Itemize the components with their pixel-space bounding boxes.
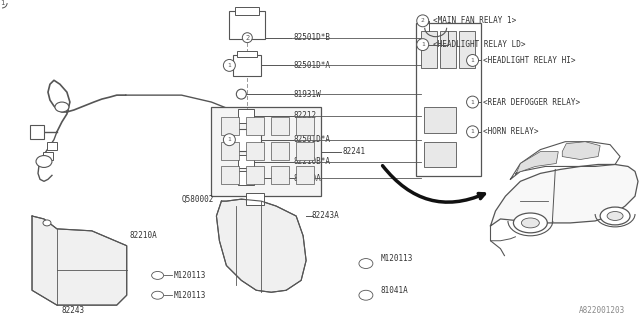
Bar: [229, 11, 265, 39]
Circle shape: [467, 54, 479, 67]
Text: 82501D*A: 82501D*A: [293, 61, 330, 70]
Text: 1: 1: [227, 137, 231, 142]
Ellipse shape: [152, 271, 164, 279]
Ellipse shape: [43, 220, 51, 226]
Text: <MAIN FAN RELAY 1>: <MAIN FAN RELAY 1>: [433, 16, 516, 25]
Bar: [43, 152, 53, 159]
Bar: [221, 117, 239, 135]
Bar: [246, 142, 264, 159]
Bar: [238, 155, 254, 168]
Text: 82501D*A: 82501D*A: [293, 135, 330, 144]
Text: 82210B*A: 82210B*A: [293, 157, 330, 166]
Bar: [296, 117, 314, 135]
Bar: [234, 129, 261, 151]
Circle shape: [223, 134, 236, 146]
Text: 1: 1: [470, 129, 474, 134]
Ellipse shape: [36, 156, 52, 167]
Bar: [221, 166, 239, 184]
Text: 1: 1: [0, 0, 4, 6]
Ellipse shape: [359, 290, 373, 300]
Text: <HORN RELAY>: <HORN RELAY>: [483, 127, 538, 136]
Text: 82212: 82212: [293, 111, 316, 120]
Text: <HEADLIGHT RELAY LD>: <HEADLIGHT RELAY LD>: [433, 40, 525, 49]
Bar: [459, 31, 474, 68]
Bar: [30, 125, 44, 139]
Text: 82243: 82243: [62, 306, 85, 315]
Ellipse shape: [359, 259, 373, 268]
Ellipse shape: [55, 102, 69, 112]
Text: 1: 1: [470, 58, 474, 63]
Polygon shape: [216, 199, 306, 292]
Ellipse shape: [522, 218, 540, 228]
Circle shape: [243, 33, 252, 43]
Text: 82210A: 82210A: [130, 231, 157, 240]
Bar: [246, 193, 264, 205]
Bar: [238, 172, 254, 185]
Bar: [221, 142, 239, 159]
Bar: [237, 51, 257, 58]
Bar: [234, 54, 261, 76]
Bar: [420, 31, 436, 68]
Ellipse shape: [607, 212, 623, 220]
Bar: [211, 107, 321, 196]
Circle shape: [0, 0, 7, 8]
Text: M120113: M120113: [173, 291, 206, 300]
Bar: [47, 142, 57, 150]
Polygon shape: [490, 164, 638, 226]
Ellipse shape: [600, 207, 630, 225]
Ellipse shape: [152, 291, 164, 299]
Bar: [271, 117, 289, 135]
Bar: [416, 23, 481, 176]
Text: 81931W: 81931W: [293, 90, 321, 99]
Text: M120113: M120113: [381, 254, 413, 263]
Text: 82241: 82241: [343, 147, 366, 156]
Bar: [440, 31, 456, 68]
Polygon shape: [32, 216, 127, 305]
Text: <HEADLIGHT RELAY HI>: <HEADLIGHT RELAY HI>: [483, 56, 575, 65]
Text: 2: 2: [421, 18, 424, 23]
Text: 1: 1: [421, 42, 424, 47]
Text: 82501D*B: 82501D*B: [293, 33, 330, 42]
Bar: [271, 142, 289, 159]
Text: <REAR DEFOGGER RELAY>: <REAR DEFOGGER RELAY>: [483, 98, 580, 107]
Polygon shape: [563, 142, 600, 159]
Bar: [424, 142, 456, 167]
Bar: [246, 117, 264, 135]
Ellipse shape: [513, 213, 547, 233]
Text: 2: 2: [245, 35, 250, 41]
Bar: [296, 142, 314, 159]
Bar: [246, 166, 264, 184]
Text: 1: 1: [227, 63, 231, 68]
Circle shape: [467, 96, 479, 108]
Bar: [238, 109, 254, 123]
Text: 82243A: 82243A: [311, 212, 339, 220]
Bar: [236, 7, 259, 15]
Polygon shape: [515, 152, 558, 175]
Text: A822001203: A822001203: [579, 306, 625, 315]
Text: 81041A: 81041A: [381, 286, 408, 295]
Ellipse shape: [236, 89, 246, 99]
Circle shape: [467, 126, 479, 138]
Circle shape: [223, 60, 236, 71]
Bar: [424, 107, 456, 133]
Text: Q580002: Q580002: [182, 195, 214, 204]
Text: M120113: M120113: [173, 271, 206, 280]
Circle shape: [417, 39, 429, 51]
Bar: [271, 166, 289, 184]
Circle shape: [417, 15, 429, 27]
Bar: [296, 166, 314, 184]
Text: 82210A: 82210A: [293, 174, 321, 183]
Text: 1: 1: [470, 100, 474, 105]
